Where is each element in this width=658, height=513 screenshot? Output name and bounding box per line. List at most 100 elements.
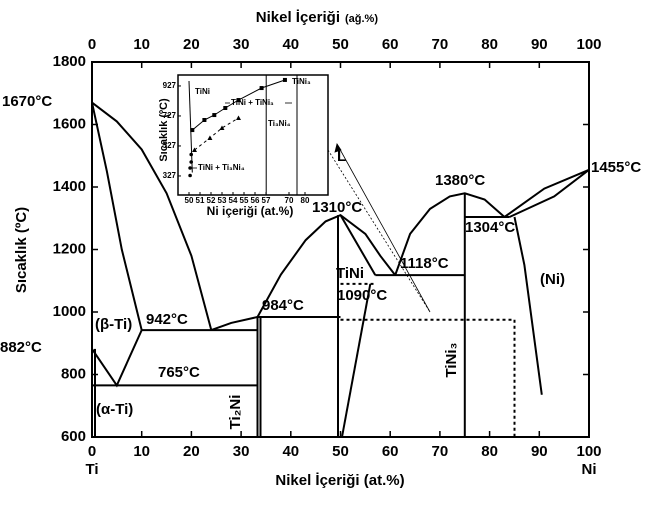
x2-tick-label: 100 (576, 36, 601, 53)
inset-annotation: TiNi + TiNi₃ (231, 98, 274, 107)
marker (207, 135, 213, 140)
annotation: Ti₂Ni (227, 395, 244, 430)
inset-y-tick-label: 327 (163, 171, 177, 180)
phase-boundary (341, 283, 372, 438)
x2-tick-label: 90 (531, 36, 548, 53)
x2-tick-label: 60 (382, 36, 399, 53)
x2-tick-label: 80 (481, 36, 498, 53)
phase-boundary (91, 101, 213, 331)
marker (188, 173, 192, 178)
annotation: TiNi (336, 265, 364, 282)
inset-x-tick-label: 50 (185, 196, 194, 205)
annotation: 1310°C (312, 199, 362, 216)
x-tick-label: 0 (88, 443, 96, 460)
annotation: Ti (85, 461, 98, 478)
annotation: (Ni) (540, 271, 565, 288)
marker (212, 113, 217, 118)
inset-x-tick-label: 56 (251, 196, 260, 205)
top-axis-title: Nikel İçeriği (256, 9, 340, 26)
x2-tick-label: 50 (332, 36, 349, 53)
marker (189, 152, 193, 157)
arrow-head (334, 143, 342, 153)
phase-boundary (188, 80, 193, 173)
marker (188, 166, 192, 170)
phase-boundary (340, 318, 516, 437)
x-tick-label: 50 (332, 443, 349, 460)
marker (202, 118, 207, 122)
inset-x-tick-label: 70 (285, 196, 294, 205)
annotation: 1304°C (465, 219, 515, 236)
annotation: 882°C (0, 339, 42, 356)
inset-y-title: Sıcaklık (ºC) (158, 98, 170, 162)
y-tick-label: 1200 (53, 240, 86, 257)
x-tick-label: 30 (233, 443, 250, 460)
x-tick-label: 20 (183, 443, 200, 460)
x-tick-label: 70 (432, 443, 449, 460)
inset-frame (177, 74, 329, 196)
y-tick-label: 1400 (53, 178, 86, 195)
x-tick-label: 80 (481, 443, 498, 460)
x-tick-label: 10 (133, 443, 150, 460)
annotation: 942°C (146, 311, 188, 328)
phase-boundary (210, 316, 258, 332)
marker (189, 160, 193, 164)
marker (219, 125, 225, 130)
annotation: 765°C (158, 364, 200, 381)
x2-tick-label: 30 (233, 36, 250, 53)
leader-lines (327, 143, 431, 313)
phase-boundary (194, 117, 239, 151)
x-tick-label: 60 (382, 443, 399, 460)
annotation: TiNi₃ (443, 342, 460, 377)
annotation: 1380°C (435, 172, 485, 189)
phase-boundary (513, 216, 543, 395)
x2-tick-label: 10 (133, 36, 150, 53)
annotation: (α-Ti) (96, 401, 133, 418)
inset-annotation: TiNi₃ (292, 77, 311, 86)
inset-x-tick-label: 80 (301, 196, 310, 205)
y-tick-label: 1600 (53, 115, 86, 132)
phase-boundary (91, 329, 143, 388)
x-axis-title: Nikel İçeriği (at.%) (275, 472, 404, 489)
marker (259, 86, 264, 91)
marker (192, 147, 197, 152)
annotation: L (337, 148, 346, 165)
x2-tick-label: 20 (183, 36, 200, 53)
y-tick-label: 1800 (53, 53, 86, 70)
y-tick-label: 600 (61, 428, 86, 445)
inset-x-tick-label: 52 (207, 196, 216, 205)
inset-annotation: TiNi (195, 87, 210, 96)
x2-tick-label: 40 (282, 36, 299, 53)
top-axis-unit: (ağ.%) (345, 13, 378, 25)
annotation: 1090°C (337, 287, 387, 304)
inset-x-tick-label: 53 (218, 196, 227, 205)
annotation: 1670°C (2, 93, 52, 110)
inset-annotation: Ti₃Ni₄ (268, 119, 291, 128)
y-axis-title: Sıcaklık (ºC) (13, 207, 30, 293)
phase-boundary (509, 169, 590, 218)
x2-tick-label: 0 (88, 36, 96, 53)
inset-x-tick-label: 54 (229, 196, 238, 205)
x-tick-label: 90 (531, 443, 548, 460)
y-tick-label: 1000 (53, 303, 86, 320)
inset-y-tick-label: 927 (163, 81, 177, 90)
inset-x-tick-label: 55 (240, 196, 249, 205)
inset-x-tick-label: 51 (196, 196, 205, 205)
inset-y-tick-label: 527 (163, 141, 177, 150)
x-tick-label: 40 (282, 443, 299, 460)
y-tick-label: 800 (61, 365, 86, 382)
annotation: 1118°C (400, 255, 449, 272)
phase-boundary (91, 102, 143, 331)
phase-boundary (503, 168, 590, 218)
marker (223, 106, 228, 110)
annotation: 984°C (262, 297, 304, 314)
inset-x-tick-label: 57 (262, 196, 271, 205)
marker (282, 77, 287, 82)
marker (190, 128, 195, 133)
annotation: Ni (582, 461, 597, 478)
phase-boundary (394, 192, 506, 276)
phase-boundary (256, 213, 396, 318)
phase-boundary (339, 214, 377, 276)
annotation: (β-Ti) (95, 316, 132, 333)
inset-x-title: Ni içeriği (at.%) (207, 204, 294, 218)
